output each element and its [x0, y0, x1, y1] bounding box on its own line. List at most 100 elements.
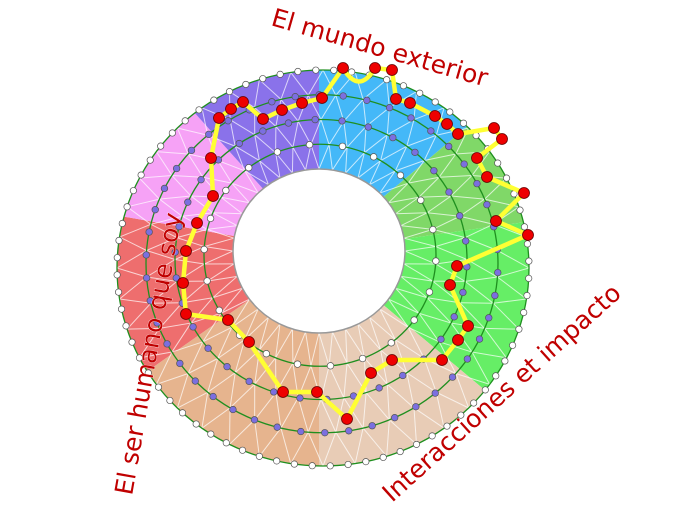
- node: [144, 369, 152, 377]
- spoke: [427, 212, 460, 217]
- spoke: [234, 145, 260, 162]
- node: [412, 440, 421, 448]
- node: [431, 98, 439, 106]
- spoke: [328, 120, 345, 145]
- node: [502, 174, 511, 182]
- node: [375, 384, 383, 392]
- node: [509, 341, 517, 349]
- yellow-path: [177, 62, 534, 425]
- spoke: [258, 323, 281, 351]
- spoke: [423, 135, 437, 161]
- node: [338, 142, 347, 151]
- red-node: [452, 334, 464, 346]
- node: [358, 354, 367, 363]
- red-node: [243, 336, 255, 348]
- spoke: [332, 147, 348, 171]
- spoke: [471, 351, 507, 359]
- spoke: [439, 174, 473, 178]
- node: [345, 427, 353, 435]
- node: [294, 67, 302, 76]
- red-node: [225, 103, 237, 115]
- red-node: [429, 110, 441, 122]
- spoke: [212, 275, 238, 299]
- spoke: [400, 212, 428, 227]
- spoke: [139, 177, 160, 200]
- spoke: [207, 134, 236, 147]
- spoke: [406, 372, 415, 408]
- spoke: [346, 126, 367, 148]
- spoke: [156, 373, 189, 385]
- node: [206, 214, 215, 223]
- spoke: [234, 146, 246, 172]
- red-node: [369, 62, 381, 74]
- node: [448, 373, 457, 381]
- spoke: [139, 174, 172, 179]
- ring-line-0: [203, 143, 437, 367]
- red-node: [213, 112, 225, 124]
- spoke: [497, 267, 529, 278]
- spoke: [387, 119, 415, 136]
- node: [157, 142, 165, 150]
- node: [516, 206, 524, 214]
- spoke: [362, 79, 387, 100]
- spoke: [354, 427, 364, 464]
- red-node: [276, 104, 288, 116]
- spoke: [395, 160, 425, 172]
- node: [223, 363, 231, 371]
- spoke: [201, 107, 209, 136]
- node: [128, 338, 136, 346]
- node: [368, 422, 376, 430]
- spoke: [492, 223, 527, 238]
- spoke: [182, 297, 213, 304]
- node: [494, 268, 502, 277]
- spoke: [212, 287, 243, 299]
- red-node: [386, 64, 398, 76]
- node: [523, 240, 532, 248]
- spoke: [139, 351, 173, 359]
- spoke: [234, 339, 246, 373]
- node: [122, 322, 130, 330]
- spoke: [155, 351, 173, 385]
- spoke: [343, 121, 348, 148]
- spoke: [220, 287, 243, 314]
- node: [399, 82, 408, 90]
- spoke: [202, 176, 232, 184]
- spoke: [275, 126, 294, 148]
- spoke: [126, 206, 152, 225]
- spoke: [171, 341, 204, 353]
- spoke: [403, 237, 436, 248]
- spoke: [126, 198, 160, 208]
- spoke: [335, 431, 356, 464]
- node: [457, 411, 465, 419]
- spoke: [254, 79, 260, 108]
- node: [115, 236, 123, 244]
- spoke: [404, 246, 436, 252]
- spoke: [292, 331, 307, 364]
- red-node: [180, 308, 192, 320]
- node: [473, 179, 481, 188]
- spoke: [466, 259, 498, 278]
- spoke: [407, 160, 425, 184]
- spoke: [254, 134, 276, 154]
- spoke: [231, 182, 250, 204]
- red-node: [207, 190, 219, 202]
- spoke: [280, 72, 292, 100]
- spoke: [259, 79, 282, 100]
- node: [501, 357, 509, 365]
- red-node: [205, 152, 217, 164]
- spoke: [435, 246, 468, 260]
- spoke: [201, 407, 231, 429]
- node: [330, 66, 338, 74]
- spoke: [187, 341, 204, 374]
- node: [168, 129, 176, 137]
- spoke: [369, 160, 382, 185]
- spoke: [171, 175, 192, 197]
- spoke: [388, 298, 409, 328]
- node: [416, 89, 424, 97]
- node: [151, 206, 159, 214]
- spoke: [424, 153, 456, 161]
- spoke: [207, 225, 238, 230]
- spoke: [220, 196, 250, 204]
- red-node: [316, 92, 328, 104]
- spoke: [320, 119, 330, 145]
